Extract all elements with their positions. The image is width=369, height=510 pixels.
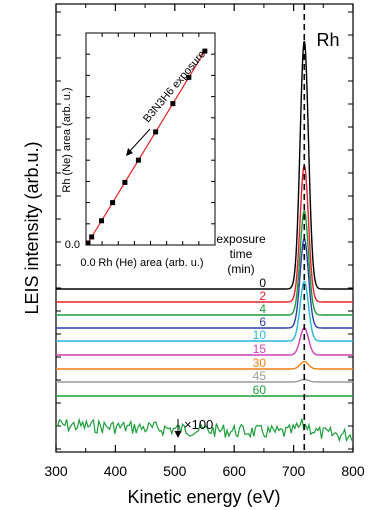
series-label-30: 30 (253, 356, 267, 370)
legend-title-line3: (min) (227, 262, 254, 276)
inset-x-tick-label: 0.0 (80, 257, 95, 269)
series-line-45 (56, 378, 353, 383)
inset-annotation-arrow (128, 128, 151, 153)
inset-y-axis-label: Rh (Ne) area (arb. u.) (61, 87, 73, 192)
inset-data-points (85, 48, 208, 246)
x-tick-label: 700 (282, 463, 306, 479)
inset-data-point (99, 218, 105, 224)
inset-data-point (89, 234, 95, 240)
series-label-0: 0 (259, 276, 266, 290)
x-tick-label: 500 (163, 463, 187, 479)
inset-data-point (170, 101, 176, 107)
peak-label: Rh (316, 30, 339, 50)
inset-data-point (135, 157, 141, 163)
inset-plot-frame (85, 32, 216, 246)
series-label-15: 15 (253, 342, 267, 356)
y-axis-label: LEIS intensity (arb.u.) (22, 141, 42, 314)
x-tick-label: 300 (44, 463, 68, 479)
inset-data-point (186, 74, 192, 80)
inset-fit-line (87, 50, 206, 244)
inset-data-point (202, 48, 208, 54)
inset-data-point (122, 179, 128, 185)
inset-data-point (153, 129, 159, 135)
series-label-10: 10 (253, 328, 267, 342)
series-line-30 (56, 360, 353, 370)
main-x-tick-labels: 300 400 500 600 700 800 (44, 463, 365, 479)
inset-annotation-arrowhead (126, 148, 133, 156)
x-axis-label: Kinetic energy (eV) (127, 487, 280, 507)
x-tick-label: 800 (341, 463, 365, 479)
legend-title-line1: exposure (216, 232, 266, 246)
inset-data-point (85, 240, 91, 246)
series-label-45: 45 (253, 369, 267, 383)
main-axis-ticks (55, 4, 354, 452)
inset-x-axis-label: Rh (He) area (arb. u.) (98, 257, 203, 269)
magnification-arrowhead (174, 431, 182, 438)
series-label-6: 6 (259, 315, 266, 329)
inset-data-point (110, 200, 116, 206)
series-line-6 (56, 237, 353, 329)
x-tick-label: 600 (223, 463, 247, 479)
inset-y-tick-label: 0.0 (65, 239, 80, 251)
series-label-60: 60 (253, 383, 267, 397)
series-line-10 (56, 280, 353, 342)
series-label-4: 4 (259, 302, 266, 316)
magnification-label: ×100 (184, 417, 213, 432)
series-label-2: 2 (259, 289, 266, 303)
inset-axis-ticks (85, 32, 216, 246)
x-tick-label: 400 (104, 463, 128, 479)
magnified-trace (55, 417, 353, 443)
legend-title-line2: time (230, 247, 253, 261)
series-line-4 (56, 209, 353, 316)
